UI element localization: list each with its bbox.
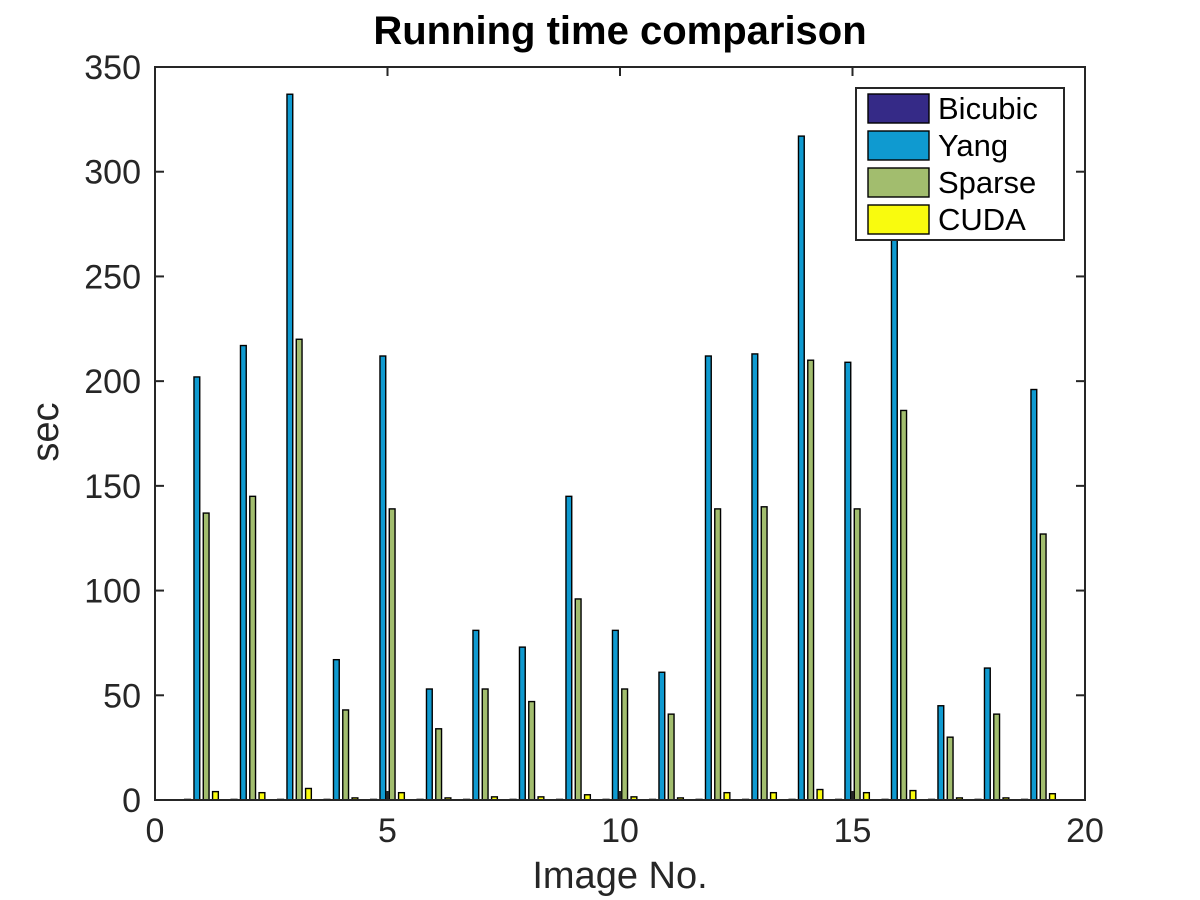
legend-swatch-bicubic <box>867 93 930 124</box>
bar-yang-6 <box>425 688 433 801</box>
bar-yang-3 <box>286 93 294 801</box>
legend-label-sparse: Sparse <box>938 165 1036 200</box>
bar-sparse-19 <box>1039 533 1047 801</box>
bar-sparse-14 <box>807 359 815 801</box>
bar-yang-5 <box>379 355 387 801</box>
bar-yang-9 <box>565 495 573 801</box>
x-axis-label: Image No. <box>532 855 707 897</box>
x-tick-label: 10 <box>601 812 639 850</box>
legend-swatch-yang <box>867 130 930 161</box>
bar-cuda-16 <box>909 789 917 801</box>
x-tick-label: 20 <box>1066 812 1104 850</box>
bar-cuda-12 <box>723 791 731 801</box>
bar-cuda-5 <box>397 791 406 801</box>
bar-sparse-17 <box>946 736 954 801</box>
bar-yang-2 <box>239 344 247 801</box>
bar-sparse-16 <box>900 409 908 801</box>
bar-sparse-12 <box>714 508 722 801</box>
legend-label-bicubic: Bicubic <box>938 91 1038 126</box>
x-tick-label: 5 <box>378 812 397 850</box>
bar-sparse-15 <box>853 508 861 801</box>
legend-swatch-sparse <box>867 167 930 198</box>
bar-sparse-11 <box>667 713 675 801</box>
bar-sparse-10 <box>621 688 629 801</box>
bar-cuda-14 <box>816 788 824 801</box>
bar-sparse-9 <box>574 598 582 801</box>
chart-title: Running time comparison <box>373 9 866 53</box>
bar-cuda-2 <box>258 791 266 801</box>
x-tick-label: 15 <box>834 812 872 850</box>
bar-sparse-4 <box>342 709 350 801</box>
legend-label-cuda: CUDA <box>938 202 1026 237</box>
bar-sparse-2 <box>249 495 257 801</box>
legend-label-yang: Yang <box>938 128 1008 163</box>
bar-yang-12 <box>704 355 712 801</box>
legend-swatch-cuda <box>867 204 930 235</box>
y-tick-label: 200 <box>84 363 141 401</box>
bar-yang-13 <box>751 353 759 801</box>
bar-sparse-7 <box>481 688 489 801</box>
bar-cuda-13 <box>769 791 778 801</box>
bar-yang-4 <box>332 658 340 801</box>
bar-sparse-5 <box>388 508 396 801</box>
y-axis-label: sec <box>25 402 67 461</box>
bar-yang-17 <box>937 705 945 801</box>
y-tick-label: 150 <box>84 468 141 506</box>
bar-yang-14 <box>797 135 805 801</box>
y-tick-label: 350 <box>84 49 141 87</box>
bar-sparse-6 <box>435 728 443 801</box>
bar-yang-7 <box>472 629 480 801</box>
bar-sparse-1 <box>202 512 210 801</box>
bar-cuda-3 <box>304 787 313 801</box>
y-tick-label: 100 <box>84 573 141 611</box>
bar-cuda-1 <box>211 790 220 801</box>
bar-yang-8 <box>518 646 526 801</box>
bar-yang-1 <box>193 376 201 801</box>
bar-yang-16 <box>890 212 898 801</box>
bar-sparse-3 <box>295 338 303 801</box>
bar-yang-15 <box>844 361 852 801</box>
bar-yang-10 <box>611 629 619 801</box>
y-tick-label: 250 <box>84 258 141 296</box>
bar-yang-18 <box>983 667 991 801</box>
bar-cuda-15 <box>862 791 871 801</box>
bar-sparse-8 <box>528 700 536 801</box>
y-tick-label: 50 <box>103 677 141 715</box>
bar-yang-19 <box>1030 388 1038 801</box>
bar-yang-11 <box>658 671 666 801</box>
bar-sparse-13 <box>760 506 768 801</box>
y-tick-label: 0 <box>122 782 141 820</box>
bar-sparse-18 <box>993 713 1001 801</box>
x-tick-label: 0 <box>146 812 165 850</box>
y-tick-label: 300 <box>84 154 141 192</box>
